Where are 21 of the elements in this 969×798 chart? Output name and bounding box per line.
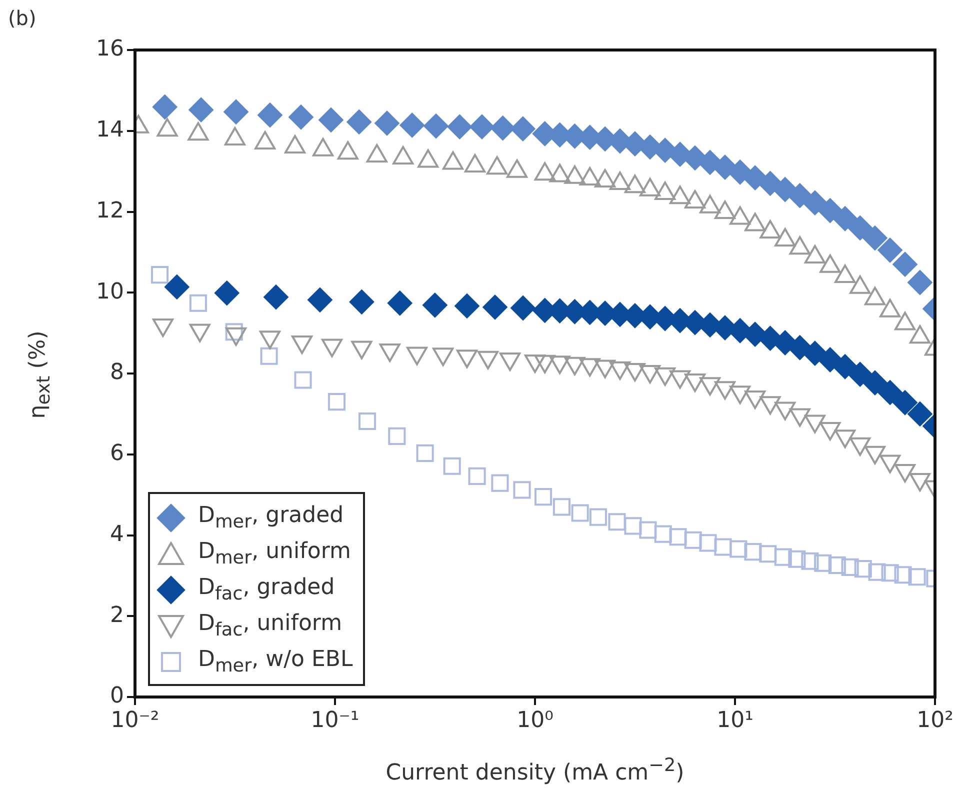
x-tick-label: 10¹ (716, 708, 754, 733)
legend-label: D$_{mer}$, w/o EBL (198, 647, 353, 677)
y-tick-label: 16 (96, 36, 124, 62)
x-tick-label: 10⁻² (110, 708, 160, 733)
y-tick-label: 8 (110, 360, 124, 386)
legend-label: D$_{mer}$, graded (198, 503, 344, 533)
y-tick-label: 10 (96, 279, 124, 304)
legend-label: D$_{fac}$, uniform (198, 611, 342, 641)
legend-label: D$_{mer}$, uniform (198, 539, 351, 569)
text: (b) (8, 6, 36, 30)
x-tick-label: 10⁰ (516, 708, 554, 733)
y-tick-label: 0 (110, 684, 124, 709)
y-tick-label: 2 (110, 602, 124, 628)
x-axis-title: Current density (mA cm$^{−2}$) (384, 755, 686, 786)
y-tick-label: 4 (110, 522, 124, 547)
y-tick-label: 12 (96, 198, 124, 224)
x-tick-label: 10² (916, 708, 954, 733)
y-tick-label: 6 (110, 441, 124, 466)
legend-label: D$_{fac}$, graded (198, 575, 335, 605)
x-tick-label: 10⁻¹ (310, 708, 360, 733)
y-tick-label: 14 (96, 118, 124, 143)
